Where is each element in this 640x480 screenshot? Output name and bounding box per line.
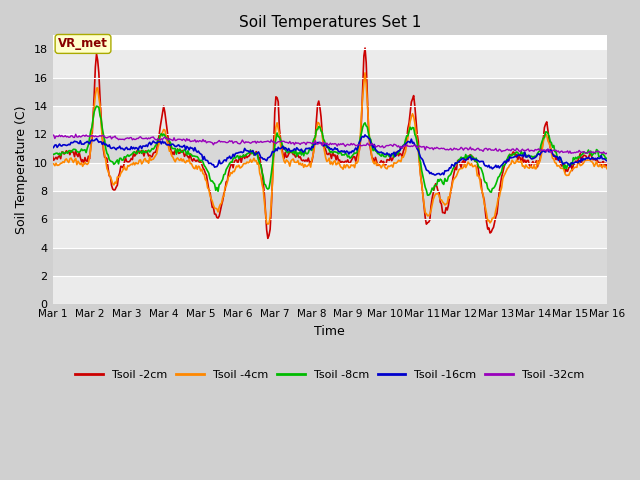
Line: Tsoil -2cm: Tsoil -2cm — [52, 48, 607, 239]
Tsoil -16cm — [49, 145, 56, 151]
Tsoil -32cm — [72, 132, 79, 137]
Tsoil -8cm — [284, 150, 291, 156]
Tsoil -4cm — [554, 163, 562, 168]
Tsoil -16cm — [387, 154, 394, 160]
Tsoil -8cm — [93, 103, 100, 109]
Bar — [52, 106, 607, 134]
Tsoil -32cm — [49, 132, 56, 138]
Tsoil -2cm — [361, 45, 369, 51]
Tsoil -32cm — [602, 151, 610, 156]
Bar — [52, 248, 607, 276]
Tsoil -16cm — [282, 146, 290, 152]
Tsoil -16cm — [361, 132, 369, 138]
Tsoil -8cm — [603, 155, 611, 161]
Tsoil -2cm — [603, 163, 611, 169]
Tsoil -32cm — [360, 142, 368, 148]
Line: Tsoil -4cm: Tsoil -4cm — [52, 73, 607, 224]
Tsoil -8cm — [554, 155, 562, 161]
Bar — [52, 49, 607, 78]
Tsoil -2cm — [49, 153, 56, 159]
Tsoil -16cm — [359, 133, 367, 139]
Tsoil -32cm — [457, 144, 465, 150]
Tsoil -32cm — [387, 142, 394, 147]
Text: VR_met: VR_met — [58, 37, 108, 50]
Tsoil -2cm — [284, 154, 291, 159]
Tsoil -4cm — [49, 161, 56, 167]
Bar — [52, 276, 607, 304]
Tsoil -8cm — [424, 192, 431, 198]
Tsoil -16cm — [603, 158, 611, 164]
Tsoil -32cm — [284, 140, 291, 145]
Bar — [52, 134, 607, 163]
Tsoil -8cm — [360, 121, 368, 127]
Bar — [52, 163, 607, 191]
Bar — [52, 78, 607, 106]
Line: Tsoil -16cm: Tsoil -16cm — [52, 135, 607, 175]
Tsoil -8cm — [387, 153, 394, 159]
Tsoil -32cm — [554, 149, 561, 155]
Tsoil -16cm — [431, 172, 438, 178]
Line: Tsoil -8cm: Tsoil -8cm — [52, 106, 607, 195]
Tsoil -4cm — [360, 80, 368, 86]
Tsoil -4cm — [603, 166, 611, 171]
Tsoil -16cm — [458, 156, 466, 162]
Line: Tsoil -32cm: Tsoil -32cm — [52, 134, 607, 154]
Tsoil -4cm — [388, 162, 396, 168]
Tsoil -2cm — [264, 236, 271, 241]
Tsoil -8cm — [49, 151, 56, 157]
Y-axis label: Soil Temperature (C): Soil Temperature (C) — [15, 106, 28, 234]
Tsoil -32cm — [603, 150, 611, 156]
Legend: Tsoil -2cm, Tsoil -4cm, Tsoil -8cm, Tsoil -16cm, Tsoil -32cm: Tsoil -2cm, Tsoil -4cm, Tsoil -8cm, Tsoi… — [71, 366, 589, 385]
Title: Soil Temperatures Set 1: Soil Temperatures Set 1 — [239, 15, 421, 30]
Tsoil -4cm — [361, 70, 369, 76]
Tsoil -4cm — [264, 221, 271, 227]
Bar — [52, 191, 607, 219]
Tsoil -16cm — [554, 157, 562, 163]
Tsoil -8cm — [222, 167, 230, 172]
Tsoil -4cm — [458, 166, 466, 171]
Tsoil -2cm — [458, 159, 466, 165]
Tsoil -4cm — [284, 158, 291, 164]
Tsoil -2cm — [360, 53, 368, 59]
Tsoil -2cm — [388, 158, 396, 164]
Tsoil -16cm — [221, 157, 229, 163]
Tsoil -4cm — [221, 184, 229, 190]
X-axis label: Time: Time — [314, 324, 345, 338]
Tsoil -32cm — [222, 140, 230, 145]
Bar — [52, 219, 607, 248]
Tsoil -2cm — [554, 156, 562, 162]
Tsoil -8cm — [458, 156, 466, 161]
Tsoil -2cm — [221, 188, 229, 193]
